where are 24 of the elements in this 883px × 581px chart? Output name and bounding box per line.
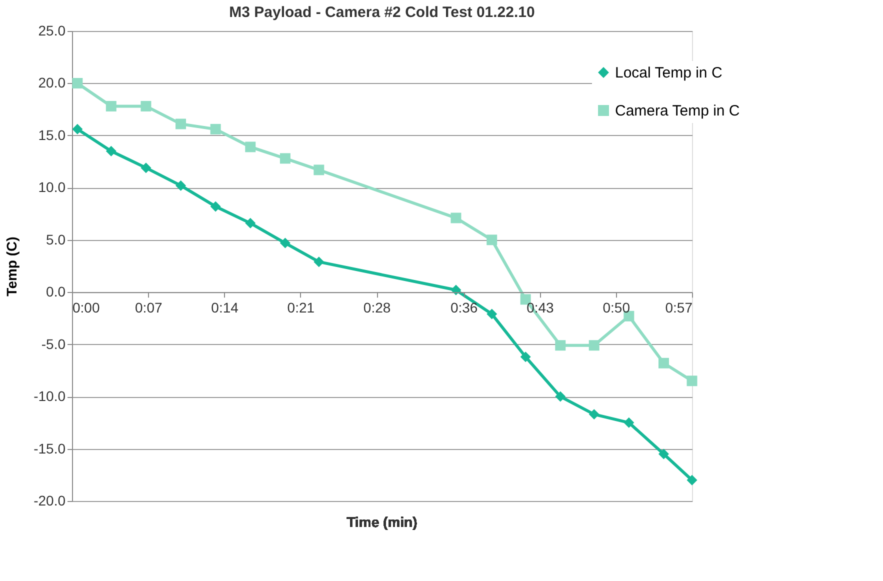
x-tick-label: 0:57	[665, 300, 693, 316]
x-tick-label: 0:50	[602, 300, 630, 316]
y-tick-label: 5.0	[46, 231, 66, 248]
y-axis-title: Temp (C)	[4, 236, 20, 296]
y-tick-label: -10.0	[34, 388, 66, 404]
x-tick-label: 0:07	[135, 300, 162, 316]
x-tick-label: 0:36	[450, 300, 478, 316]
x-axis-title: Time (min)	[346, 514, 418, 530]
y-tick-label: 0.0	[46, 284, 66, 300]
legend-label: Local Temp in C	[615, 64, 722, 82]
x-tick-label: 0:00	[72, 300, 100, 316]
y-tick-label: 20.0	[38, 74, 66, 91]
x-tick-label: 0:21	[287, 300, 315, 316]
legend-label: Camera Temp in C	[615, 102, 740, 120]
y-tick-label: 10.0	[38, 179, 66, 196]
chart-title: M3 Payload - Camera #2 Cold Test 01.22.10	[229, 4, 535, 21]
y-tick-label: -20.0	[34, 492, 66, 508]
x-tick-label: 0:28	[363, 300, 391, 316]
x-tick-label: 0:43	[526, 300, 554, 316]
x-tick-label: 0:14	[211, 300, 239, 316]
y-tick-label: -5.0	[41, 336, 66, 352]
y-tick-label: 25.0	[38, 22, 66, 38]
y-tick-label: 15.0	[38, 126, 66, 143]
y-tick-label: -15.0	[34, 440, 66, 456]
